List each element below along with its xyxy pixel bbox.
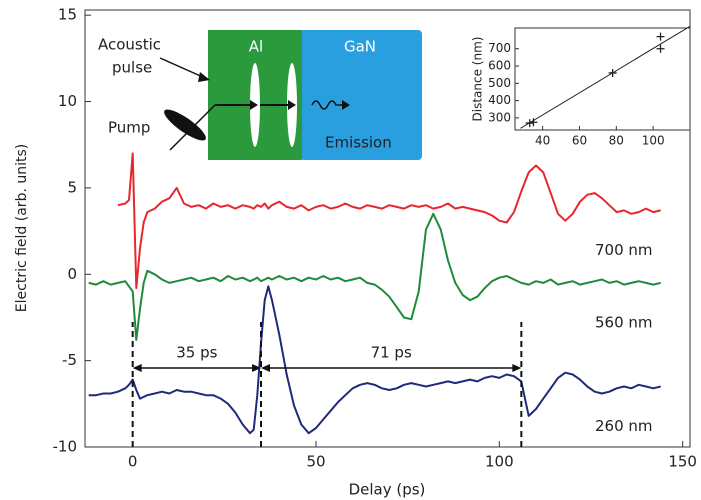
series-line — [117, 152, 661, 290]
series-line — [88, 212, 661, 341]
fit-line — [520, 25, 691, 129]
gan-layer — [300, 30, 422, 160]
data-point — [525, 119, 534, 128]
layer-label: Al — [249, 38, 263, 56]
layer-label: GaN — [344, 38, 376, 56]
series-label: 560 nm — [595, 313, 653, 331]
x-axis-label: Delay (ps) — [349, 481, 426, 499]
arrow-head — [512, 364, 522, 372]
series-label: 700 nm — [595, 241, 653, 259]
data-point — [656, 32, 665, 41]
data-point — [656, 44, 665, 53]
y-tick-label: 600 — [488, 59, 511, 73]
x-tick-label: 150 — [668, 453, 697, 471]
arrow — [169, 104, 216, 151]
y-tick-label: 700 — [488, 41, 511, 55]
arrow — [159, 57, 206, 79]
series-label: 260 nm — [595, 417, 653, 435]
x-tick-label: 50 — [306, 453, 325, 471]
y-tick-label: 15 — [58, 6, 77, 24]
data-point — [529, 118, 538, 127]
data-point — [608, 68, 617, 77]
x-tick-label: 100 — [485, 453, 514, 471]
y-tick-label: 5 — [67, 178, 77, 196]
x-tick-label: 80 — [609, 134, 624, 148]
y-tick-label: 300 — [488, 110, 511, 124]
arrow-head — [132, 364, 142, 372]
y-tick-label: -10 — [53, 438, 78, 456]
arrow-head — [288, 100, 296, 110]
x-tick-label: 40 — [535, 134, 550, 148]
x-tick-label: 0 — [128, 453, 138, 471]
series-line — [88, 285, 661, 435]
y-tick-label: 400 — [488, 93, 511, 107]
pump-beam — [164, 109, 206, 141]
y-tick-label: -5 — [62, 351, 77, 369]
y-tick-label: 0 — [67, 265, 77, 283]
diagram-label: Acoustic — [98, 36, 161, 54]
diagram-label: Pump — [108, 119, 150, 137]
interval-label: 35 ps — [176, 344, 217, 362]
schematic: Al GaN Acoustic pulse Pump Emission — [98, 30, 422, 160]
interval-label: 71 ps — [371, 344, 412, 362]
inset-y-label: Distance (nm) — [471, 37, 485, 122]
arrow-head — [261, 364, 270, 372]
y-tick-label: 10 — [58, 92, 77, 110]
x-tick-label: 100 — [642, 134, 665, 148]
arrow-head — [252, 364, 261, 372]
diagram-label: Emission — [325, 134, 392, 152]
emission-wave — [311, 100, 344, 110]
x-tick-label: 60 — [572, 134, 587, 148]
arrow-head — [250, 100, 258, 110]
arrow-head — [198, 72, 210, 82]
diagram-label: pulse — [112, 59, 152, 77]
y-axis-label: Electric field (arb. units) — [14, 144, 30, 312]
plot-frame — [84, 9, 691, 448]
arrow-head — [342, 100, 350, 110]
y-tick-label: 500 — [488, 76, 511, 90]
